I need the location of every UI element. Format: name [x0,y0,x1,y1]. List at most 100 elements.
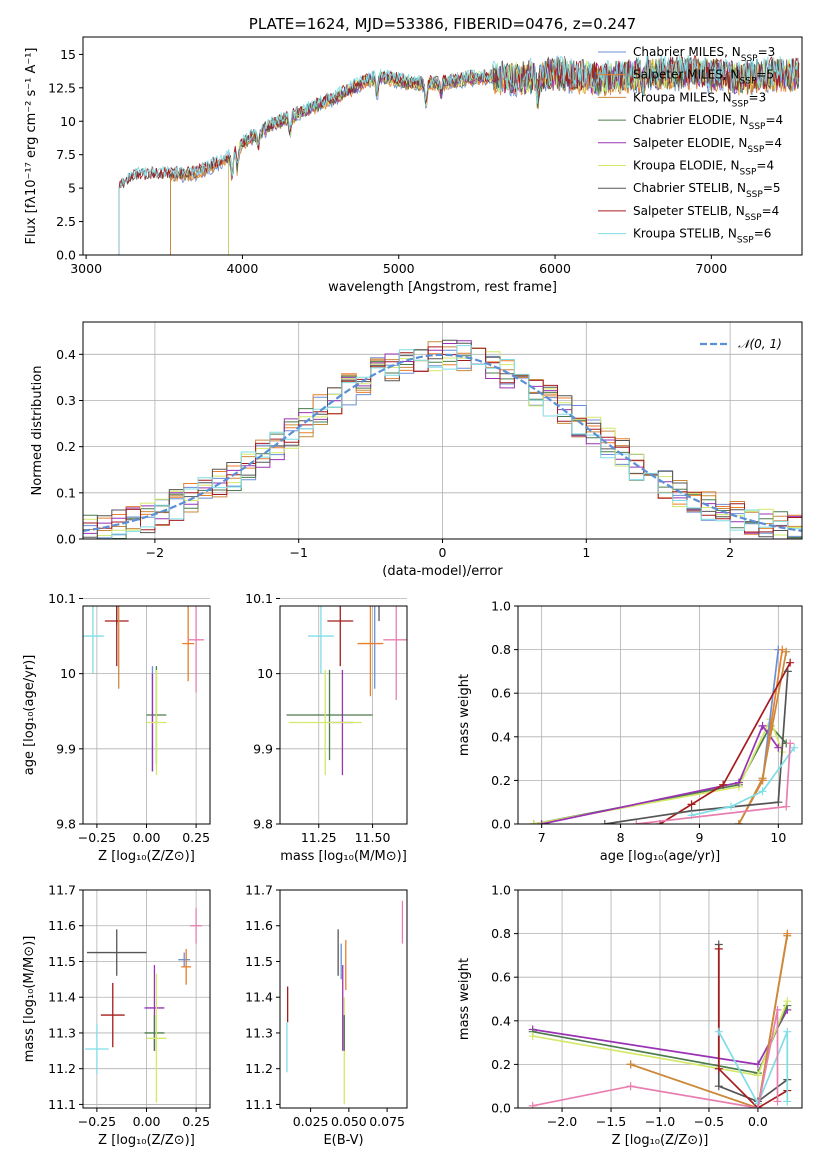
legend-entry: Chabrier STELIB, NSSP=5 [633,181,781,200]
spectrum-lines [118,54,800,255]
x-axis-label: wavelength [Angstrom, rest frame] [328,280,557,295]
y-tick-label: 11.4 [48,990,76,1005]
x-axis-label: age [log₁₀(age/yr)] [600,849,721,864]
x-tick-label: 0.25 [182,830,210,845]
errorbar-point [104,606,129,667]
errorbar-points [83,606,205,776]
legend-entry: Chabrier MILES, NSSP=3 [633,45,775,64]
weight-marker [790,743,799,752]
weight-marker [783,931,792,940]
x-axis-label: Z [log₁₀(Z/Z⊙)] [612,1133,709,1148]
errorbar-point [182,606,195,682]
spectrum-series-line [170,58,800,255]
x-tick-label: −1.5 [596,1114,626,1129]
weight-series-line [659,662,791,824]
x-axis-label: mass [log₁₀(M/M⊙)] [280,849,407,864]
y-tick-label: 10 [60,666,76,681]
y-tick-label: 1.0 [491,883,511,898]
histograms [83,339,802,539]
y-tick-label: 11.7 [245,883,273,898]
weight-marker [783,1027,792,1036]
y-tick-label: 2.5 [56,214,76,229]
x-axis-label: Z [log₁₀(Z/Z⊙)] [98,849,195,864]
residuals-panel: −2 −1 0 1 2 0.0 0.1 0.2 0.3 0.4 (data-model)/error… [30,321,803,579]
x-tick-label: −0.25 [78,830,116,845]
legend: Chabrier MILES, NSSP=3 Salpeter MILES, NS… [598,45,783,246]
y-tick-label: 9.9 [56,741,76,756]
errorbar-point [178,952,191,967]
weight-marker [714,1064,723,1073]
weight-marker [714,1027,723,1036]
y-tick-label: 0.2 [56,439,76,454]
y-tick-label: 0.2 [491,1057,511,1072]
plot-frame [517,889,803,1109]
legend-entry: 𝒩(0, 1) [738,337,782,351]
spectrum-panel: 3000 4000 5000 6000 7000 0.0 2.5 5 7.5 10 12.5 15 wa… [24,36,803,295]
weight-marker [727,802,735,811]
weight-series-line [717,948,788,1108]
weight-marker [783,1097,792,1106]
y-tick-label: 1.0 [491,599,511,614]
y-axis-label: mass [log₁₀(M/M⊙)] [22,936,37,1063]
histogram-series [83,345,802,539]
x-tick-label: 0.00 [133,830,161,845]
weight-marker [626,1060,635,1069]
y-tick-label: 10.1 [245,591,273,606]
weight-marker [753,1104,762,1108]
errorbar-points [286,606,407,776]
y-tick-label: 11.4 [245,990,273,1005]
errorbar-point [357,606,384,697]
y-tick-label: 0.6 [491,970,511,985]
y-tick-label: 0.1 [56,485,76,500]
errorbar-point [190,907,203,944]
plot-frame [82,605,211,825]
weight-marker [528,1032,537,1041]
x-tick-label: 4000 [227,261,259,276]
y-tick-label: 0.0 [56,248,76,263]
plot-frame [279,889,408,1109]
mass-vs-Z-panel: −0.25 0.00 0.25 11.1 11.2 11.3 11.4 11.5 11.6 11.… [22,883,211,1148]
weight-marker [600,820,609,824]
y-tick-label: 11.5 [48,954,76,969]
plot-frame [517,605,803,825]
errorbar-points [286,900,404,1105]
weight-lines [529,645,799,824]
y-tick-label: 11.6 [48,918,76,933]
spectrum-series-line [118,54,800,255]
y-tick-label: 0.0 [491,817,511,832]
errorbar-point [146,973,167,1103]
weight-marker [773,1005,782,1014]
y-tick-label: 15 [60,47,76,62]
x-tick-label: 6000 [539,261,571,276]
y-tick-label: 11.2 [48,1061,76,1076]
errorbar-point [327,606,354,667]
weight-series-line [532,1009,779,1108]
legend-entry: Salpeter STELIB, NSSP=4 [633,204,779,223]
weight-marker [774,798,783,807]
y-tick-label: 9.9 [253,741,273,756]
x-tick-label: 11.25 [301,830,337,845]
errorbar-point [288,669,362,776]
y-tick-label: 11.7 [48,883,76,898]
y-tick-label: 9.8 [56,817,76,832]
weight-marker [782,802,791,811]
x-tick-label: 7 [538,830,546,845]
weight-marker [626,1082,635,1091]
legend-entry: Kroupa MILES, NSSP=3 [633,90,766,109]
x-tick-label: 5000 [383,261,415,276]
weight-marker [758,721,767,730]
massweight-vs-age-panel: 7 8 9 10 0.0 0.2 0.4 0.6 0.8 1.0 age [log₁₀(age/yr… [457,599,803,864]
errorbar-point [307,606,334,674]
y-tick-label: 5 [68,181,76,196]
errorbar-point [83,606,104,674]
x-tick-label: −1 [289,545,307,560]
x-tick-label: 8 [617,830,625,845]
weight-marker [529,820,538,824]
x-tick-label: 0.025 [293,1114,329,1129]
weight-marker [753,1060,762,1069]
age-vs-mass-panel: 11.25 11.50 9.8 9.9 10 10.1 mass [log₁₀(M/M⊙)] [245,591,408,864]
x-tick-label: 9 [695,830,703,845]
weight-marker [734,778,743,787]
y-tick-label: 0.0 [491,1101,511,1116]
